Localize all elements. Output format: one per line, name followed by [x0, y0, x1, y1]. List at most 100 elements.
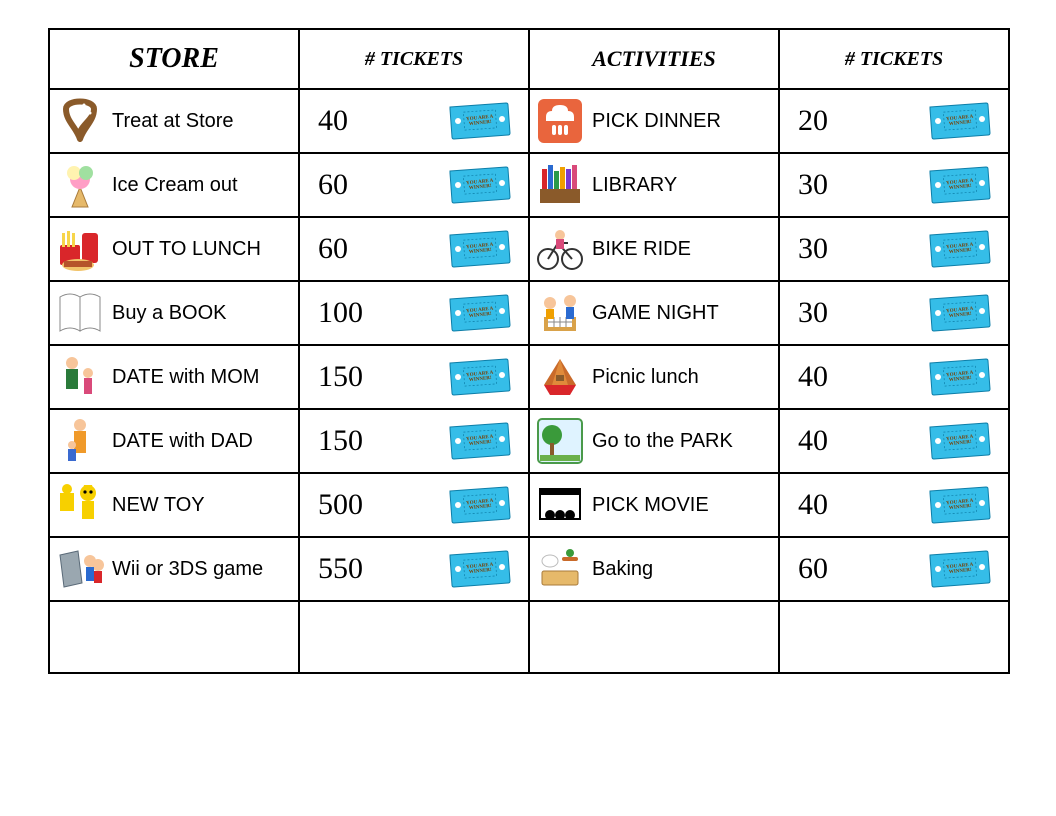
store-label: OUT TO LUNCH	[112, 238, 261, 261]
store-ticket-cell: 150 YOU ARE A WINNER!	[299, 345, 529, 409]
icecream-icon	[54, 159, 106, 211]
ticket-icon: YOU ARE A WINNER!	[924, 229, 996, 269]
park-icon	[534, 415, 586, 467]
activity-ticket-cell: 40 YOU ARE A WINNER!	[779, 473, 1009, 537]
reward-chart-table: STORE # TICKETS ACTIVITIES # TICKETS Tre…	[48, 28, 1010, 674]
store-ticket-cell: 550 YOU ARE A WINNER!	[299, 537, 529, 601]
ticket-icon: YOU ARE A WINNER!	[924, 357, 996, 397]
bike-icon	[534, 223, 586, 275]
activity-ticket-count: 30	[798, 168, 828, 202]
store-ticket-cell: 500 YOU ARE A WINNER!	[299, 473, 529, 537]
ticket-icon: YOU ARE A WINNER!	[444, 165, 516, 205]
mom-icon	[54, 351, 106, 403]
activity-ticket-count: 30	[798, 296, 828, 330]
store-label-cell: Ice Cream out	[49, 153, 299, 217]
activity-ticket-cell: 30 YOU ARE A WINNER!	[779, 281, 1009, 345]
activity-label: PICK MOVIE	[592, 494, 709, 517]
store-label-cell: DATE with DAD	[49, 409, 299, 473]
activity-ticket-cell: 30YOU ARE A WINNER!	[779, 217, 1009, 281]
store-ticket-count: 550	[318, 552, 363, 586]
activity-ticket-count: 20	[798, 104, 828, 138]
boardgame-icon	[534, 287, 586, 339]
store-label-cell: OUT TO LUNCH	[49, 217, 299, 281]
activity-label: GAME NIGHT	[592, 302, 719, 325]
table-row: Buy a BOOK 100 YOU ARE A WINNER! GAME NIGHT…	[49, 281, 1009, 345]
store-label-cell: DATE with MOM	[49, 345, 299, 409]
activity-label: LIBRARY	[592, 174, 677, 197]
activity-label-cell: BIKE RIDE	[529, 217, 779, 281]
picnic-icon	[534, 351, 586, 403]
store-label: Wii or 3DS game	[112, 558, 263, 581]
activity-label-cell: LIBRARY	[529, 153, 779, 217]
ticket-icon: YOU ARE A WINNER!	[924, 549, 996, 589]
table-row: OUT TO LUNCH60YOU ARE A WINNER!BIKE RIDE…	[49, 217, 1009, 281]
activity-label: Go to the PARK	[592, 430, 733, 453]
ticket-icon: YOU ARE A WINNER!	[444, 293, 516, 333]
activity-label-cell: Go to the PARK	[529, 409, 779, 473]
movie-icon	[534, 479, 586, 531]
pretzel-icon	[54, 95, 106, 147]
activity-ticket-count: 40	[798, 360, 828, 394]
header-store: STORE	[49, 29, 299, 89]
table-row-empty	[49, 601, 1009, 673]
store-label: Treat at Store	[112, 110, 234, 133]
fastfood-icon	[54, 223, 106, 275]
ticket-icon: YOU ARE A WINNER!	[924, 165, 996, 205]
store-label: Ice Cream out	[112, 174, 238, 197]
activity-ticket-cell: 40 YOU ARE A WINNER!	[779, 345, 1009, 409]
store-ticket-cell: 60YOU ARE A WINNER!	[299, 217, 529, 281]
activity-ticket-cell: 30 YOU ARE A WINNER!	[779, 153, 1009, 217]
store-ticket-count: 100	[318, 296, 363, 330]
ticket-icon: YOU ARE A WINNER!	[924, 421, 996, 461]
store-ticket-count: 150	[318, 360, 363, 394]
dad-icon	[54, 415, 106, 467]
activity-label-cell: Baking	[529, 537, 779, 601]
store-label-cell: Treat at Store	[49, 89, 299, 153]
store-ticket-count: 60	[318, 232, 348, 266]
store-label-cell: Buy a BOOK	[49, 281, 299, 345]
store-label-cell: Wii or 3DS game	[49, 537, 299, 601]
store-ticket-cell: 100 YOU ARE A WINNER!	[299, 281, 529, 345]
activity-ticket-cell: 20 YOU ARE A WINNER!	[779, 89, 1009, 153]
activity-ticket-count: 40	[798, 424, 828, 458]
activity-label: BIKE RIDE	[592, 238, 691, 261]
chef-icon	[534, 95, 586, 147]
store-ticket-count: 60	[318, 168, 348, 202]
activity-label: PICK DINNER	[592, 110, 721, 133]
activity-ticket-cell: 60YOU ARE A WINNER!	[779, 537, 1009, 601]
table-row: Treat at Store40YOU ARE A WINNER!PICK DI…	[49, 89, 1009, 153]
ticket-icon: YOU ARE A WINNER!	[444, 357, 516, 397]
table-row: DATE with DAD 150YOU ARE A WINNER! Go to t…	[49, 409, 1009, 473]
store-label: DATE with DAD	[112, 430, 253, 453]
store-label: NEW TOY	[112, 494, 205, 517]
ticket-icon: YOU ARE A WINNER!	[444, 101, 516, 141]
videogame-icon	[54, 543, 106, 595]
table-row: Wii or 3DS game 550 YOU ARE A WINNER! Bakin…	[49, 537, 1009, 601]
ticket-icon: YOU ARE A WINNER!	[444, 421, 516, 461]
activity-ticket-count: 40	[798, 488, 828, 522]
activity-label-cell: GAME NIGHT	[529, 281, 779, 345]
ticket-icon: YOU ARE A WINNER!	[444, 549, 516, 589]
store-ticket-cell: 60 YOU ARE A WINNER!	[299, 153, 529, 217]
ticket-icon: YOU ARE A WINNER!	[924, 485, 996, 525]
baking-icon	[534, 543, 586, 595]
store-ticket-cell: 150YOU ARE A WINNER!	[299, 409, 529, 473]
ticket-icon: YOU ARE A WINNER!	[444, 485, 516, 525]
header-activities: ACTIVITIES	[529, 29, 779, 89]
header-tickets-1: # TICKETS	[299, 29, 529, 89]
store-label: Buy a BOOK	[112, 302, 227, 325]
activity-label-cell: Picnic lunch	[529, 345, 779, 409]
activity-ticket-cell: 40 YOU ARE A WINNER!	[779, 409, 1009, 473]
ticket-icon: YOU ARE A WINNER!	[924, 293, 996, 333]
toy-icon	[54, 479, 106, 531]
store-ticket-count: 500	[318, 488, 363, 522]
header-row: STORE # TICKETS ACTIVITIES # TICKETS	[49, 29, 1009, 89]
store-label: DATE with MOM	[112, 366, 259, 389]
activity-label-cell: PICK MOVIE	[529, 473, 779, 537]
books-icon	[534, 159, 586, 211]
ticket-icon: YOU ARE A WINNER!	[924, 101, 996, 141]
table-row: Ice Cream out 60 YOU ARE A WINNER! LIBRARY 3…	[49, 153, 1009, 217]
table-row: NEW TOY 500 YOU ARE A WINNER! PICK MOVIE 40 Y…	[49, 473, 1009, 537]
book-icon	[54, 287, 106, 339]
activity-label: Baking	[592, 558, 653, 581]
